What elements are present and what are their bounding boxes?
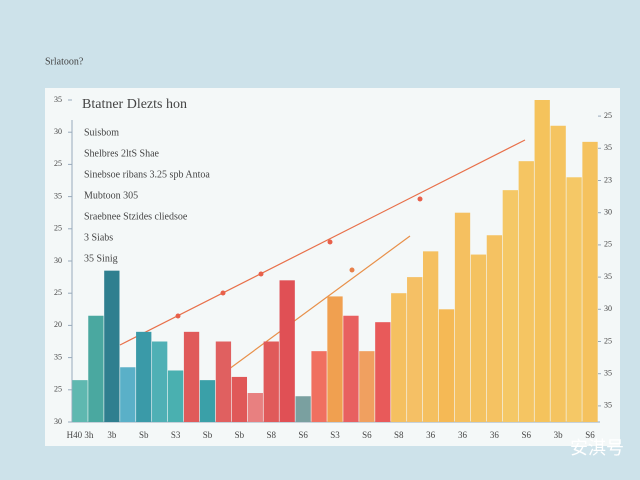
bar (566, 177, 582, 422)
y-tick-label: 35 (54, 352, 62, 361)
y-tick-label: 25 (54, 159, 62, 168)
y2-tick-label: 25 (604, 336, 612, 345)
x-tick-label: S3 (171, 430, 181, 440)
bar (518, 161, 534, 422)
bar (438, 309, 455, 422)
y-tick-label: 25 (54, 288, 62, 297)
x-tick-label: S8 (394, 430, 404, 440)
bar (454, 212, 471, 422)
chart-title: Btatner Dlezts hon (82, 97, 187, 112)
y2-tick-label: 30 (604, 304, 612, 313)
bar (88, 315, 104, 422)
y2-tick-label: 35 (604, 272, 612, 281)
bar (295, 396, 311, 422)
bar (327, 296, 343, 422)
y2-tick-label: 23 (604, 175, 612, 184)
caption: Srlatoon? (45, 56, 84, 67)
bar (263, 341, 279, 422)
bar (550, 125, 566, 422)
bar (486, 235, 503, 422)
trend-dot (327, 239, 333, 245)
x-tick-label: S8 (266, 430, 276, 440)
bar (136, 331, 152, 422)
x-tick-label: S6 (298, 430, 308, 440)
x-tick-label: S6 (362, 430, 372, 440)
bar (359, 351, 375, 422)
x-tick-label: 3b (107, 430, 117, 440)
note: 35 Sinig (84, 253, 118, 264)
x-tick-label: S3 (330, 430, 340, 440)
y-tick-label: 20 (54, 320, 62, 329)
y-tick-label: 30 (54, 417, 62, 426)
y-tick-label: 35 (54, 191, 62, 200)
x-tick-label: S6 (522, 430, 532, 440)
note: 3 Siabs (84, 232, 113, 243)
y-tick-label: 30 (54, 127, 62, 136)
bar (247, 393, 263, 422)
x-tick-label: 36 (458, 430, 468, 440)
note: Shelbres 2ltS Shae (84, 148, 160, 159)
bar (311, 351, 327, 422)
y2-tick-label: 35 (604, 401, 612, 410)
x-tick-label: H40 3h (67, 430, 94, 440)
bar (72, 380, 88, 422)
bar (375, 322, 391, 422)
note: Sraebnee Stzides cliedsoe (84, 211, 188, 222)
y2-tick-label: 35 (604, 143, 612, 152)
y-tick-label: 30 (54, 256, 62, 265)
trend-line (224, 235, 411, 373)
y-tick-label: 35 (54, 95, 62, 104)
x-tick-label: S6 (585, 430, 595, 440)
bar (104, 270, 120, 422)
bar (470, 254, 487, 422)
bar (120, 367, 136, 422)
trend-lines (119, 139, 526, 373)
x-tick-label: Sb (235, 430, 245, 440)
trend-dot (349, 267, 355, 273)
trend-dot (417, 196, 423, 202)
x-tick-label: Sb (139, 430, 149, 440)
bar (391, 293, 407, 422)
x-tick-label: 3b (554, 430, 564, 440)
bar (152, 341, 168, 422)
bar (183, 331, 200, 422)
bar (231, 376, 248, 422)
y2-tick-label: 25 (604, 240, 612, 249)
bar (279, 280, 295, 422)
x-tick-label: 36 (490, 430, 500, 440)
trend-dot (258, 271, 264, 277)
y2-tick-label: 30 (604, 208, 612, 217)
bar (167, 370, 184, 422)
note: Suisbom (84, 127, 119, 138)
bar (422, 251, 439, 422)
note: Mubtoon 305 (84, 190, 138, 201)
x-tick-label: Sb (203, 430, 213, 440)
trend-line (119, 139, 526, 346)
y2-tick-label: 25 (604, 111, 612, 120)
trend-dot (220, 290, 226, 296)
trend-dot (175, 313, 181, 319)
bar (343, 315, 359, 422)
bar (582, 141, 598, 423)
x-tick-label: 36 (426, 430, 436, 440)
bar (502, 190, 518, 422)
watermark: 安淇号 (570, 438, 624, 459)
y-tick-label: 25 (54, 224, 62, 233)
bar (199, 380, 216, 422)
y2-tick-label: 35 (604, 369, 612, 378)
bar (407, 277, 423, 422)
note: Sinebsoe ribans 3.25 spb Antoa (84, 169, 210, 180)
bar (215, 341, 232, 422)
bar (534, 100, 550, 422)
y-tick-label: 25 (54, 385, 62, 394)
